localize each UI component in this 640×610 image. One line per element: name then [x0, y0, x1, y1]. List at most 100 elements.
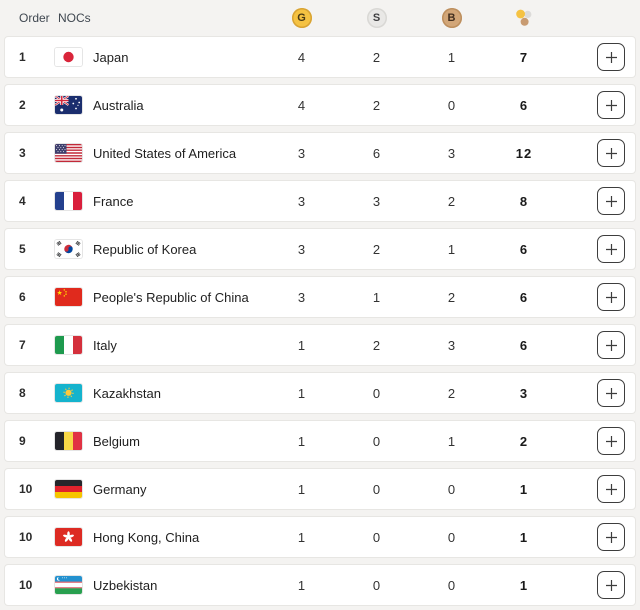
medal-table-body: 1 Japan 4 2 1 7 2 Australia 4 2 0 6: [0, 36, 640, 606]
total-count: 7: [519, 49, 529, 65]
expand-row-button[interactable]: [597, 523, 625, 551]
gold-count: 3: [297, 145, 306, 161]
order-cell: 8: [19, 386, 26, 400]
expand-row-button[interactable]: [597, 91, 625, 119]
flag-it-icon: [55, 336, 82, 354]
country-name: Kazakhstan: [93, 385, 161, 401]
flag-uz-icon: [55, 576, 82, 594]
table-row: 1 Japan 4 2 1 7: [4, 36, 636, 78]
silver-count: 0: [372, 529, 381, 545]
gold-count: 1: [297, 433, 306, 449]
plus-icon: [605, 291, 617, 303]
bronze-count: 2: [447, 289, 456, 305]
table-row: 3 United States of America 3 6 3 12: [4, 132, 636, 174]
plus-icon: [605, 243, 617, 255]
flag-be-icon: [55, 432, 82, 450]
order-cell: 3: [19, 146, 26, 160]
expand-row-button[interactable]: [597, 43, 625, 71]
country-name: Hong Kong, China: [93, 529, 200, 545]
silver-count: 0: [372, 433, 381, 449]
bronze-count: 1: [447, 241, 456, 257]
bronze-column-header: B: [414, 8, 489, 28]
order-cell: 1: [19, 50, 26, 64]
expand-row-button[interactable]: [597, 475, 625, 503]
plus-icon: [605, 147, 617, 159]
silver-count: 3: [372, 193, 381, 209]
plus-icon: [605, 579, 617, 591]
bronze-count: 3: [447, 145, 456, 161]
flag-au-icon: [55, 96, 82, 114]
country-name: Italy: [93, 337, 117, 353]
country-name: France: [93, 193, 134, 209]
bronze-count: 1: [447, 433, 456, 449]
silver-count: 0: [372, 481, 381, 497]
expand-row-button[interactable]: [597, 427, 625, 455]
silver-count: 0: [372, 577, 381, 593]
table-row: 5 Republic of Korea 3 2 1 6: [4, 228, 636, 270]
bronze-count: 2: [447, 385, 456, 401]
expand-row-button[interactable]: [597, 571, 625, 599]
flag-de-icon: [55, 480, 82, 498]
silver-count: 2: [372, 337, 381, 353]
plus-icon: [605, 387, 617, 399]
table-row: 10 Hong Kong, China 1 0 0 1: [4, 516, 636, 558]
silver-medal-icon: S: [366, 8, 387, 28]
total-count: 6: [519, 97, 529, 113]
flag-us-icon: [55, 144, 82, 162]
order-cell: 9: [19, 434, 26, 448]
expand-row-button[interactable]: [597, 187, 625, 215]
country-name: People's Republic of China: [93, 289, 249, 305]
gold-count: 1: [297, 337, 306, 353]
flag-fr-icon: [55, 192, 82, 210]
nocs-column-header: NOCs: [58, 11, 91, 25]
bronze-count: 0: [447, 481, 456, 497]
total-column-header: [489, 8, 559, 28]
gold-count: 1: [297, 385, 306, 401]
expand-row-button[interactable]: [597, 283, 625, 311]
plus-icon: [605, 435, 617, 447]
table-row: 6 People's Republic of China 3 1 2 6: [4, 276, 636, 318]
country-name: Belgium: [93, 433, 140, 449]
expand-row-button[interactable]: [597, 139, 625, 167]
flag-hk-icon: [55, 528, 82, 546]
plus-icon: [605, 483, 617, 495]
bronze-count: 1: [447, 49, 456, 65]
silver-count: 2: [372, 97, 381, 113]
gold-medal-icon: G: [291, 8, 312, 28]
gold-count: 3: [297, 289, 306, 305]
flag-cn-icon: [55, 288, 82, 306]
silver-count: 2: [372, 49, 381, 65]
silver-column-header: S: [339, 8, 414, 28]
silver-count: 2: [372, 241, 381, 257]
bronze-count: 0: [447, 577, 456, 593]
silver-count: 6: [372, 145, 381, 161]
plus-icon: [605, 51, 617, 63]
total-count: 3: [519, 385, 529, 401]
order-cell: 10: [19, 482, 33, 496]
order-cell: 10: [19, 530, 33, 544]
expand-row-button[interactable]: [597, 379, 625, 407]
table-row: 2 Australia 4 2 0 6: [4, 84, 636, 126]
expand-row-button[interactable]: [597, 331, 625, 359]
total-count: 6: [519, 289, 529, 305]
table-row: 10 Uzbekistan 1 0 0 1: [4, 564, 636, 606]
country-name: Republic of Korea: [93, 241, 197, 257]
bronze-count: 0: [447, 529, 456, 545]
medal-table-header: Order NOCs G S B: [0, 0, 640, 36]
total-count: 8: [519, 193, 529, 209]
silver-count: 1: [372, 289, 381, 305]
expand-row-button[interactable]: [597, 235, 625, 263]
order-cell: 10: [19, 578, 33, 592]
country-name: United States of America: [93, 145, 237, 161]
country-name: Germany: [93, 481, 147, 497]
table-row: 9 Belgium 1 0 1 2: [4, 420, 636, 462]
order-cell: 7: [19, 338, 26, 352]
table-row: 8 Kazakhstan 1 0 2 3: [4, 372, 636, 414]
gold-count: 4: [297, 49, 306, 65]
total-count: 6: [519, 337, 529, 353]
bronze-count: 2: [447, 193, 456, 209]
gold-count: 1: [297, 577, 306, 593]
table-row: 10 Germany 1 0 0 1: [4, 468, 636, 510]
flag-jp-icon: [55, 48, 82, 66]
